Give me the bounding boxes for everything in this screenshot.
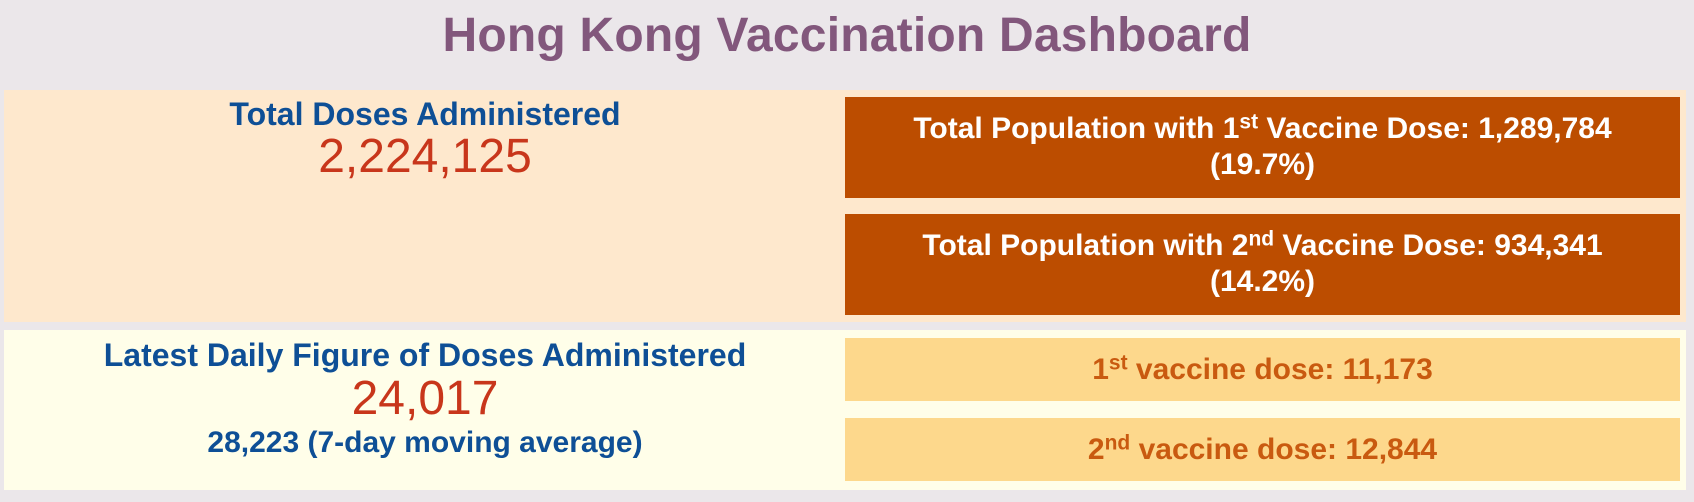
second-dose-population-prefix: Total Population with 2 <box>922 229 1249 262</box>
first-dose-population-box: Total Population with 1st Vaccine Dose: … <box>845 97 1680 198</box>
daily-second-dose-suffix: vaccine dose: 12,844 <box>1130 433 1438 466</box>
first-dose-population-line: Total Population with 1st Vaccine Dose: … <box>845 111 1680 147</box>
daily-doses-value: 24,017 <box>351 372 499 425</box>
first-dose-population-prefix: Total Population with 1 <box>913 112 1240 145</box>
total-doses-section: Total Doses Administered 2,224,125 <box>4 90 846 182</box>
second-dose-population-suffix: Vaccine Dose: 934,341 <box>1274 229 1603 262</box>
daily-second-dose-ordinal: nd <box>1104 431 1131 455</box>
daily-second-dose-box: 2nd vaccine dose: 12,844 <box>845 418 1680 481</box>
daily-first-dose-box: 1st vaccine dose: 11,173 <box>845 338 1680 401</box>
second-dose-population-ordinal: nd <box>1248 227 1275 251</box>
daily-first-dose-prefix: 1 <box>1092 353 1109 386</box>
second-dose-population-box: Total Population with 2nd Vaccine Dose: … <box>845 214 1680 315</box>
daily-doses-section: Latest Daily Figure of Doses Administere… <box>4 330 846 462</box>
daily-doses-label: Latest Daily Figure of Doses Administere… <box>103 337 747 373</box>
second-dose-population-percent: (14.2%) <box>1209 265 1316 298</box>
second-dose-population-line: Total Population with 2nd Vaccine Dose: … <box>845 228 1680 264</box>
daily-first-dose-ordinal: st <box>1108 351 1128 375</box>
total-doses-label: Total Doses Administered <box>229 96 621 132</box>
daily-first-dose-suffix: vaccine dose: 11,173 <box>1127 353 1433 386</box>
moving-average-label: 28,223 (7-day moving average) <box>207 426 643 459</box>
daily-panel: Latest Daily Figure of Doses Administere… <box>4 330 1686 490</box>
first-dose-population-suffix: Vaccine Dose: 1,289,784 <box>1258 112 1612 145</box>
totals-panel: Total Doses Administered 2,224,125 Total… <box>4 90 1686 322</box>
total-doses-value: 2,224,125 <box>318 130 532 183</box>
first-dose-population-percent: (19.7%) <box>1209 148 1316 181</box>
first-dose-population-ordinal: st <box>1239 110 1259 134</box>
daily-second-dose-prefix: 2 <box>1087 433 1105 466</box>
dashboard-title: Hong Kong Vaccination Dashboard <box>442 9 1252 62</box>
